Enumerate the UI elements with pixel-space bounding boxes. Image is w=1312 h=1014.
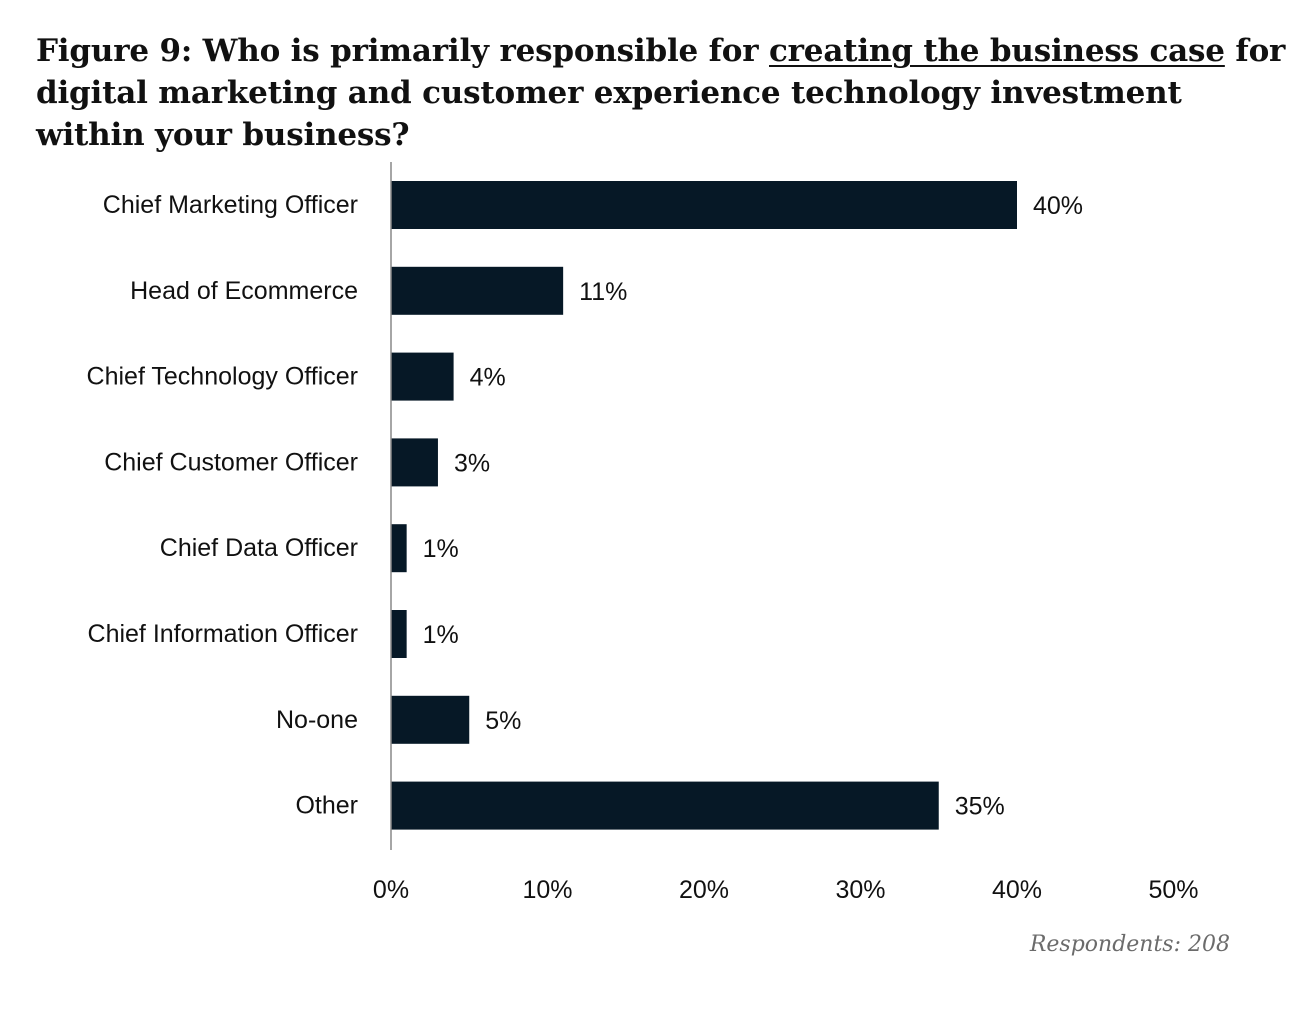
bar bbox=[391, 524, 407, 573]
value-label: 1% bbox=[423, 535, 459, 563]
value-label: 11% bbox=[579, 278, 627, 306]
category-label: Chief Technology Officer bbox=[87, 363, 358, 391]
respondents-footnote: Respondents: 208 bbox=[1029, 932, 1230, 957]
category-label: Head of Ecommerce bbox=[130, 277, 358, 305]
bars-layer bbox=[391, 181, 1017, 830]
chart-title-underlined: creating the business case bbox=[769, 33, 1225, 69]
value-label: 1% bbox=[423, 621, 459, 649]
category-label: No-one bbox=[276, 706, 358, 734]
value-label: 40% bbox=[1033, 192, 1083, 220]
bar bbox=[391, 610, 407, 658]
x-tick-label: 50% bbox=[1148, 876, 1198, 904]
labels-layer: Chief Marketing Officer 40% Head of Ecomme… bbox=[87, 191, 1084, 821]
bar bbox=[391, 266, 564, 315]
chart-title: Figure 9: Who is primarily responsible f… bbox=[36, 30, 1286, 156]
bar bbox=[391, 695, 470, 744]
bar bbox=[391, 438, 438, 487]
category-label: Chief Information Officer bbox=[88, 620, 358, 648]
value-label: 5% bbox=[485, 707, 521, 735]
value-label: 35% bbox=[955, 793, 1005, 821]
value-label: 4% bbox=[470, 364, 506, 392]
x-tick-label: 10% bbox=[522, 876, 572, 904]
chart-title-prefix: Figure 9: Who is primarily responsible f… bbox=[36, 33, 769, 69]
category-label: Other bbox=[295, 792, 358, 820]
x-tick-label: 0% bbox=[373, 876, 409, 904]
x-tick-label: 30% bbox=[835, 876, 885, 904]
bar bbox=[391, 181, 1017, 229]
category-label: Chief Customer Officer bbox=[104, 448, 358, 476]
category-label: Chief Marketing Officer bbox=[103, 191, 358, 219]
category-label: Chief Data Officer bbox=[160, 534, 358, 562]
x-tick-label: 20% bbox=[679, 876, 729, 904]
chart-title-suffix: for digital marketing and customer exper… bbox=[36, 33, 1286, 153]
bar bbox=[391, 781, 939, 830]
axis-layer: 0% 10% 20% 30% 40% 50% bbox=[373, 162, 1199, 904]
bar bbox=[391, 352, 454, 401]
x-tick-label: 40% bbox=[992, 876, 1042, 904]
value-label: 3% bbox=[454, 449, 490, 477]
